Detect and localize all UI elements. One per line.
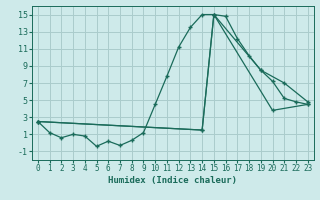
X-axis label: Humidex (Indice chaleur): Humidex (Indice chaleur) xyxy=(108,176,237,185)
